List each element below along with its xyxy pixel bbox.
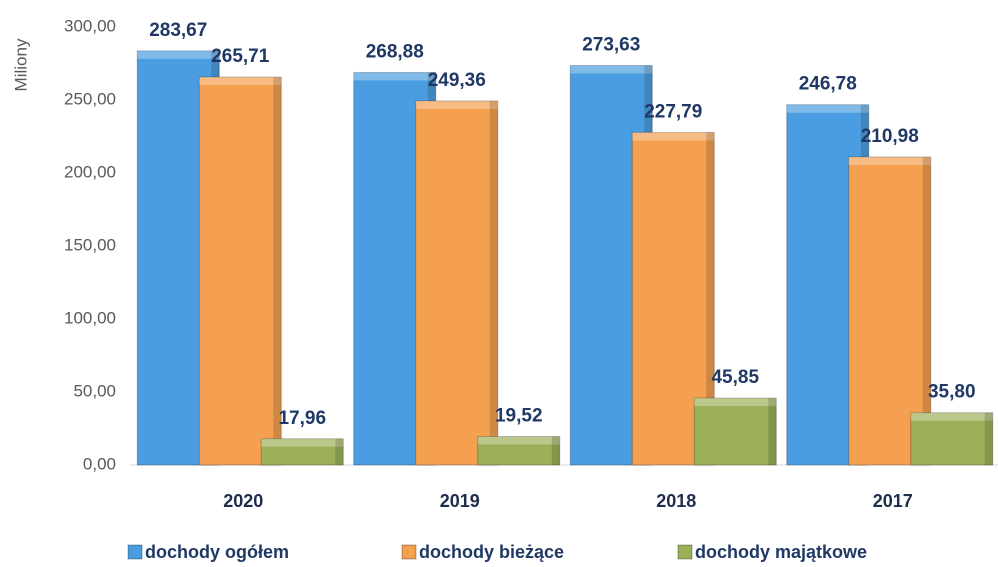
bar-shade [551, 436, 560, 465]
legend-swatch [677, 544, 693, 560]
bar-shade [984, 412, 993, 465]
value-label: 45,85 [711, 367, 759, 388]
value-label: 17,96 [278, 408, 326, 429]
x-tick-label: 2019 [440, 491, 480, 511]
bar-bevel [570, 65, 653, 74]
value-label: 35,80 [928, 382, 976, 403]
value-label: 227,79 [644, 101, 702, 122]
bar-bevel [910, 412, 993, 421]
bar [198, 76, 282, 466]
y-tick-label: 250,00 [64, 89, 116, 108]
value-label: 268,88 [366, 41, 424, 62]
value-label: 283,67 [149, 20, 207, 41]
bar-shade [706, 132, 715, 465]
legend-label: dochody bieżące [419, 542, 564, 562]
bar [260, 438, 344, 466]
bar [693, 397, 777, 466]
bar [415, 100, 499, 466]
bar [910, 412, 994, 466]
y-tick-label: 200,00 [64, 162, 116, 181]
bar-bevel [353, 72, 436, 81]
bar-shade [335, 438, 344, 465]
bar-shade [922, 156, 931, 466]
y-axis-title: Miliony [11, 38, 30, 91]
bar-bevel [694, 398, 777, 407]
legend-swatch [401, 544, 417, 560]
x-tick-label: 2018 [656, 491, 696, 511]
bar-bevel [477, 436, 560, 445]
bar-shade [489, 100, 498, 466]
y-tick-label: 300,00 [64, 16, 116, 35]
y-tick-label: 100,00 [64, 308, 116, 327]
value-label: 210,98 [861, 126, 919, 147]
y-tick-label: 50,00 [73, 381, 116, 400]
value-label: 249,36 [428, 70, 486, 91]
bar-bevel [786, 104, 869, 113]
value-label: 19,52 [495, 406, 543, 427]
bar-bevel [261, 438, 344, 447]
bar-bevel [415, 100, 498, 109]
legend-label: dochody majątkowe [695, 542, 867, 562]
bar-bevel [137, 50, 220, 59]
value-label: 265,71 [211, 46, 270, 67]
legend-label: dochody ogółem [145, 542, 289, 562]
x-tick-label: 2020 [223, 491, 263, 511]
y-tick-label: 150,00 [64, 235, 116, 254]
bar-bevel [199, 77, 282, 86]
value-label: 246,78 [799, 74, 857, 95]
x-tick-label: 2017 [873, 491, 913, 511]
y-tick-label: 0,00 [83, 454, 116, 473]
legend-swatch [127, 544, 143, 560]
value-label: 273,63 [582, 35, 640, 56]
bar-shade [273, 77, 282, 465]
bar [477, 436, 561, 466]
bar-bevel [632, 132, 715, 141]
bar-bevel [848, 156, 931, 165]
bar-shade [768, 398, 777, 465]
